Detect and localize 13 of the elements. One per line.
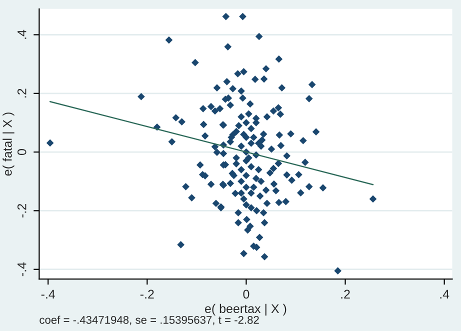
y-tick-label: 0 <box>17 149 26 156</box>
x-tick-label: 0 <box>243 290 250 299</box>
y-tick-label: .4 <box>18 30 26 39</box>
x-tick-label: -.2 <box>140 290 154 299</box>
x-tick-label: .4 <box>440 290 450 299</box>
y-tick-label: -.2 <box>17 204 26 218</box>
x-tick-label: -.4 <box>41 290 56 299</box>
x-axis-title: e( beertax | X ) <box>205 304 286 316</box>
text: coef = -.43471948, se = .15395637, t = -2.82 <box>40 316 259 326</box>
x-tick-label: .2 <box>341 290 350 299</box>
y-tick-label: -.4 <box>18 262 26 276</box>
y-axis-title: e( fatal | X ) <box>2 112 14 176</box>
y-tick-label: .2 <box>17 88 26 98</box>
